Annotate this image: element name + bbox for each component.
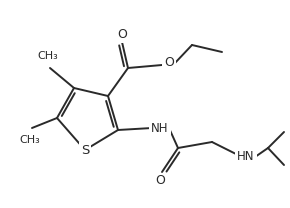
Text: O: O — [164, 57, 174, 69]
Text: CH₃: CH₃ — [38, 51, 58, 61]
Text: CH₃: CH₃ — [20, 135, 40, 145]
Text: O: O — [117, 28, 127, 42]
Text: HN: HN — [237, 151, 255, 163]
Text: NH: NH — [151, 121, 169, 135]
Text: O: O — [155, 175, 165, 187]
Text: S: S — [81, 144, 89, 156]
